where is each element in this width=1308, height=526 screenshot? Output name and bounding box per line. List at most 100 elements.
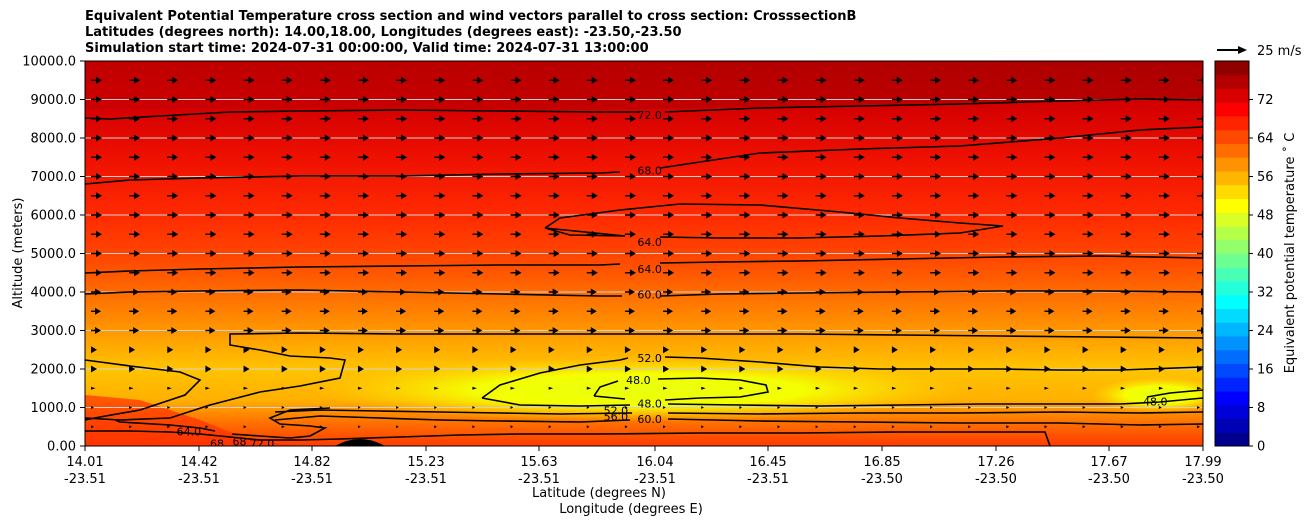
wind-arrow bbox=[891, 134, 903, 142]
wind-arrow bbox=[129, 211, 141, 219]
wind-arrow bbox=[1120, 173, 1132, 180]
wind-arrow bbox=[243, 211, 255, 219]
wind-arrow bbox=[777, 76, 789, 84]
contour-label: 48.0 bbox=[626, 374, 651, 387]
wind-arrow bbox=[777, 307, 788, 315]
wind-arrow bbox=[472, 153, 484, 161]
wind-arrow bbox=[930, 406, 933, 409]
wind-arrow bbox=[968, 327, 979, 334]
wind-arrow bbox=[1044, 386, 1049, 390]
contour-56-lower bbox=[274, 409, 1203, 415]
wind-arrow bbox=[930, 115, 942, 123]
wind-arrow bbox=[930, 192, 942, 200]
wind-arrow bbox=[167, 406, 171, 409]
contour-52-west bbox=[85, 359, 202, 421]
wind-arrow bbox=[510, 134, 522, 142]
wind-arrow bbox=[930, 134, 942, 142]
wind-arrow bbox=[1006, 134, 1018, 142]
colorbar-segment bbox=[1215, 308, 1249, 323]
wind-arrow bbox=[548, 115, 560, 123]
wind-arrow bbox=[815, 153, 827, 161]
wind-arrow bbox=[1006, 153, 1018, 161]
wind-arrow bbox=[1082, 250, 1094, 257]
wind-arrow bbox=[243, 425, 247, 429]
contour-labels: 72.068.064.064.060.052.048.048.052.056.0… bbox=[177, 109, 1168, 446]
y-tick-label: 0.00 bbox=[47, 440, 76, 455]
wind-arrow bbox=[1044, 425, 1048, 429]
wind-arrow bbox=[968, 346, 975, 354]
wind-arrow bbox=[357, 269, 369, 277]
wind-arrow bbox=[91, 365, 97, 373]
wind-arrow bbox=[968, 230, 980, 238]
wind-arrow bbox=[815, 346, 822, 354]
colorbar-segment bbox=[1215, 143, 1249, 158]
wind-arrow bbox=[891, 76, 903, 84]
wind-arrow bbox=[853, 96, 865, 103]
wind-arrow bbox=[586, 134, 598, 142]
wind-arrow bbox=[357, 153, 369, 161]
wind-arrow bbox=[91, 230, 102, 238]
wind-arrow bbox=[472, 269, 484, 277]
contour-64-upper bbox=[544, 203, 1004, 239]
contour-label: 48.0 bbox=[1143, 396, 1168, 409]
wind-arrow bbox=[91, 425, 94, 429]
wind-arrow bbox=[243, 307, 254, 315]
wind-arrow bbox=[815, 96, 827, 103]
wind-arrow bbox=[129, 173, 141, 180]
wind-arrow bbox=[586, 153, 598, 161]
wind-arrow bbox=[434, 76, 446, 84]
wind-arrow bbox=[739, 269, 751, 277]
contour-72 bbox=[85, 98, 1203, 120]
wind-arrow bbox=[624, 96, 636, 103]
wind-arrow bbox=[472, 96, 484, 103]
wind-arrow bbox=[891, 406, 895, 409]
colorbar-segment bbox=[1215, 253, 1249, 268]
wind-arrow bbox=[167, 192, 179, 200]
colorbar-tick-label: 32 bbox=[1257, 286, 1274, 301]
wind-arrow bbox=[434, 211, 446, 219]
x-tick-label-lat: 17.67 bbox=[1090, 455, 1127, 470]
x-axis: 14.01 -23.51 14.42 -23.51 14.82 -23.51 15.23 -2… bbox=[64, 446, 1224, 487]
wind-arrow bbox=[434, 134, 446, 142]
wind-arrow bbox=[472, 76, 484, 84]
wind-arrow bbox=[357, 76, 369, 84]
colorbar-tick-label: 56 bbox=[1257, 170, 1274, 185]
wind-arrow bbox=[434, 386, 439, 390]
wind-arrow bbox=[701, 76, 713, 84]
wind-arrow bbox=[853, 327, 864, 334]
colorbar-segment bbox=[1215, 377, 1249, 392]
wind-arrow bbox=[1006, 192, 1018, 200]
wind-arrow bbox=[91, 386, 96, 390]
wind-arrow bbox=[472, 425, 476, 429]
wind-arrow bbox=[243, 250, 255, 257]
wind-arrow bbox=[624, 211, 636, 219]
wind-arrow bbox=[91, 96, 102, 103]
wind-arrow bbox=[91, 211, 102, 219]
wind-arrow bbox=[319, 269, 331, 277]
wind-arrow bbox=[663, 346, 670, 354]
wind-arrow bbox=[1158, 269, 1170, 277]
wind-arrow bbox=[510, 327, 521, 334]
wind-arrow bbox=[510, 211, 522, 219]
wind-arrow bbox=[91, 153, 102, 161]
wind-arrow bbox=[930, 96, 942, 103]
wind-arrow bbox=[739, 307, 750, 315]
colorbar-segment bbox=[1215, 212, 1249, 227]
wind-arrow bbox=[1158, 346, 1165, 354]
wind-arrow bbox=[739, 386, 744, 390]
wind-arrow bbox=[815, 386, 821, 390]
x-tick-label-lon: -23.50 bbox=[1182, 472, 1224, 487]
wind-arrow bbox=[129, 230, 141, 238]
x-axis-label-lon: Longitude (degrees E) bbox=[559, 502, 703, 517]
wind-arrow bbox=[1158, 76, 1170, 84]
wind-arrow bbox=[930, 250, 942, 257]
wind-arrow bbox=[357, 115, 369, 123]
wind-arrow bbox=[396, 76, 408, 84]
wind-arrow bbox=[243, 134, 255, 142]
wind-arrow bbox=[548, 250, 560, 257]
colorbar-segment bbox=[1215, 184, 1249, 199]
contour-label: 56.0 bbox=[604, 411, 629, 424]
wind-arrow bbox=[1044, 406, 1048, 409]
wind-arrow bbox=[739, 134, 751, 142]
wind-arrow bbox=[396, 250, 408, 257]
